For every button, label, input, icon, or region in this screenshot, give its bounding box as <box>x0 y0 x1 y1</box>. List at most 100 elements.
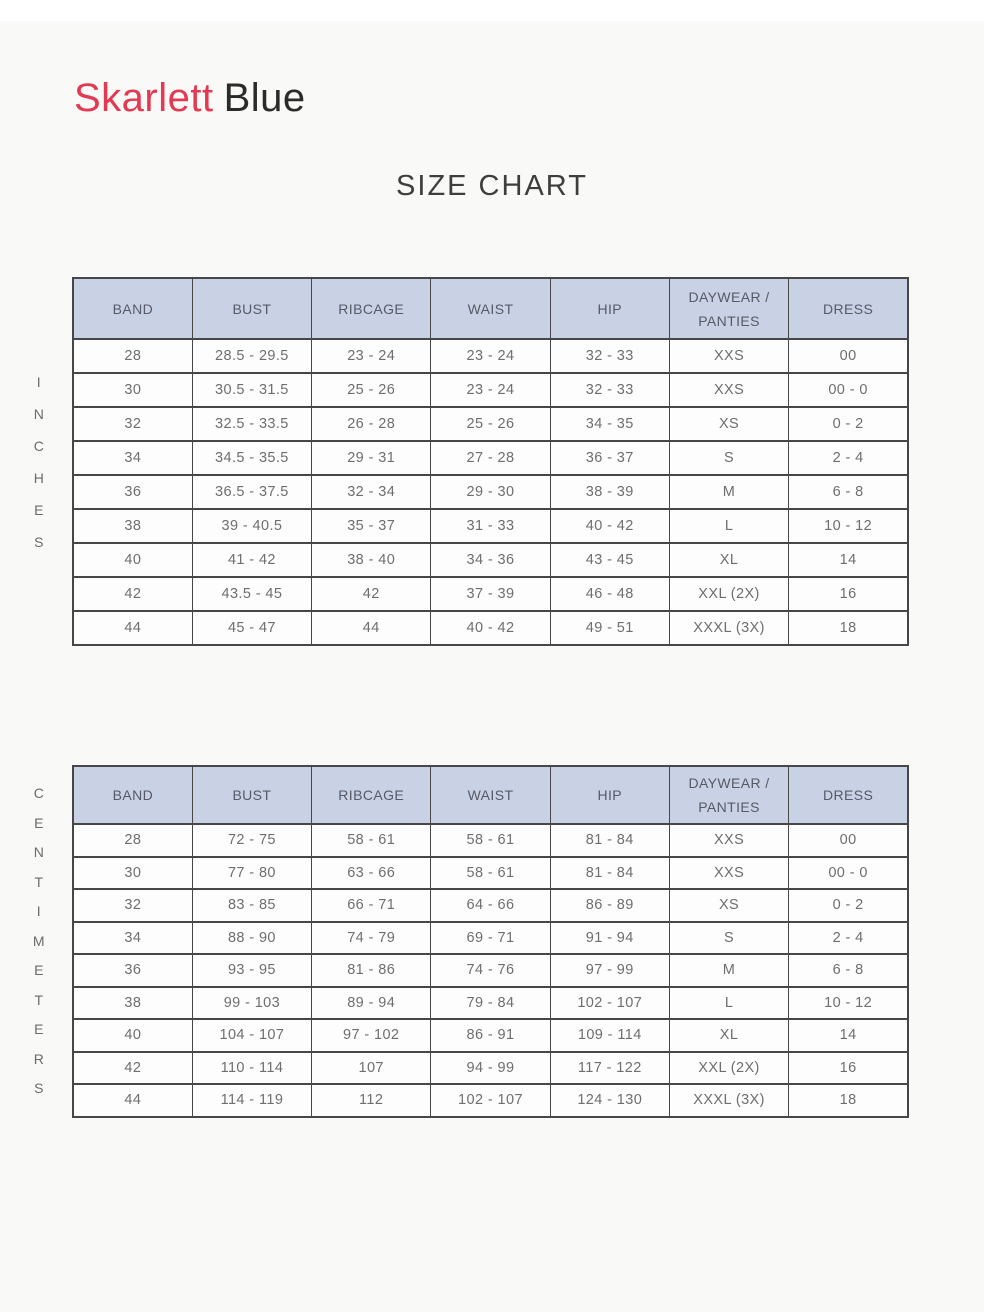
table-cell: 117 - 122 <box>549 1050 670 1085</box>
table-cell: XS <box>668 406 790 442</box>
column-header-ribcage: RIBCAGE <box>311 765 432 825</box>
table-cell: 38 - 40 <box>311 542 432 578</box>
table-cell: 81 - 86 <box>311 953 432 988</box>
column-header-waist: WAIST <box>430 277 551 340</box>
table-cell: 40 <box>72 1018 193 1053</box>
size-table-header: BAND BUST RIBCAGE WAIST HIP DAYWEAR / PANTIES… <box>72 765 909 825</box>
table-cell: 00 - 0 <box>788 372 909 408</box>
table-cell: 26 - 28 <box>311 406 432 442</box>
table-cell: XXS <box>668 823 790 858</box>
unit-letter: S <box>34 533 44 550</box>
table-cell: 64 - 66 <box>430 888 551 923</box>
table-row: 34 34.5 - 35.5 29 - 31 27 - 28 36 - 37 S 2 - 4 <box>72 440 909 476</box>
table-cell: 30 <box>72 855 193 890</box>
table-cell: 102 - 107 <box>430 1083 551 1118</box>
table-cell: 79 - 84 <box>430 985 551 1020</box>
table-cell: L <box>668 985 790 1020</box>
table-cell: 69 - 71 <box>430 920 551 955</box>
table-row: 38 99 - 103 89 - 94 79 - 84 102 - 107 L 10 - 1… <box>72 985 909 1020</box>
unit-letter: N <box>33 844 45 860</box>
table-cell: S <box>668 920 790 955</box>
table-row: 30 30.5 - 31.5 25 - 26 23 - 24 32 - 33 XXS 00 … <box>72 372 909 408</box>
unit-letter: T <box>34 991 44 1008</box>
table-cell: 107 <box>311 1050 432 1085</box>
table-cell: 97 - 102 <box>311 1018 432 1053</box>
table-cell: 18 <box>788 610 909 646</box>
table-cell: 124 - 130 <box>549 1083 670 1118</box>
table-cell: 89 - 94 <box>311 985 432 1020</box>
table-row: 42 43.5 - 45 42 37 - 39 46 - 48 XXL (2X) 16 <box>72 576 909 612</box>
table-cell: 44 <box>311 610 432 646</box>
table-cell: 58 - 61 <box>430 823 551 858</box>
column-header-hip: HIP <box>549 277 670 340</box>
table-cell: 32.5 - 33.5 <box>191 406 313 442</box>
table-cell: 0 - 2 <box>788 406 909 442</box>
table-cell: 63 - 66 <box>311 855 432 890</box>
table-cell: XS <box>668 888 790 923</box>
table-row: 32 83 - 85 66 - 71 64 - 66 86 - 89 XS 0 - 2 <box>72 888 909 923</box>
table-cell: 39 - 40.5 <box>191 508 313 544</box>
table-row: 28 28.5 - 29.5 23 - 24 23 - 24 32 - 33 XXS 00 <box>72 338 909 374</box>
table-cell: 38 <box>72 508 193 544</box>
column-header-daywear: DAYWEAR / PANTIES <box>668 277 790 340</box>
table-cell: 27 - 28 <box>430 440 551 476</box>
table-cell: 83 - 85 <box>191 888 313 923</box>
table-cell: XXL (2X) <box>668 1050 790 1085</box>
table-cell: 00 - 0 <box>788 855 909 890</box>
table-cell: 45 - 47 <box>191 610 313 646</box>
table-cell: 23 - 24 <box>430 372 551 408</box>
unit-letter: E <box>34 1021 44 1037</box>
table-cell: 2 - 4 <box>788 920 909 955</box>
table-cell: 29 - 30 <box>430 474 551 510</box>
table-row: 30 77 - 80 63 - 66 58 - 61 81 - 84 XXS 00 - 0 <box>72 855 909 890</box>
table-cell: 74 - 76 <box>430 953 551 988</box>
table-cell: 34.5 - 35.5 <box>191 440 313 476</box>
table-cell: 34 <box>72 920 193 955</box>
table-cell: 94 - 99 <box>430 1050 551 1085</box>
column-header-ribcage: RIBCAGE <box>311 277 432 340</box>
table-cell: XXXL (3X) <box>668 1083 790 1118</box>
size-table-inches: BAND BUST RIBCAGE WAIST HIP DAYWEAR / PANTIES… <box>72 277 909 646</box>
table-cell: 81 - 84 <box>549 823 670 858</box>
table-cell: 44 <box>72 1083 193 1118</box>
table-cell: 42 <box>311 576 432 612</box>
column-header-daywear: DAYWEAR / PANTIES <box>668 765 790 825</box>
table-row: 38 39 - 40.5 35 - 37 31 - 33 40 - 42 L 10 - 12 <box>72 508 909 544</box>
table-cell: 34 <box>72 440 193 476</box>
table-cell: 86 - 89 <box>549 888 670 923</box>
table-cell: 28 <box>72 823 193 858</box>
unit-letter: C <box>33 437 45 454</box>
table-cell: 30.5 - 31.5 <box>191 372 313 408</box>
table-row: 44 45 - 47 44 40 - 42 49 - 51 XXXL (3X) 18 <box>72 610 909 646</box>
table-row: 42 110 - 114 107 94 - 99 117 - 122 XXL (2X) 16 <box>72 1050 909 1085</box>
table-cell: 14 <box>788 542 909 578</box>
unit-letter: M <box>32 932 46 949</box>
column-header-band: BAND <box>72 765 193 825</box>
brand-logo: Skarlett Blue <box>74 76 306 121</box>
table-row: 36 93 - 95 81 - 86 74 - 76 97 - 99 M 6 - 8 <box>72 953 909 988</box>
table-cell: 41 - 42 <box>191 542 313 578</box>
table-cell: 10 - 12 <box>788 508 909 544</box>
table-cell: 25 - 26 <box>311 372 432 408</box>
table-cell: 42 <box>72 1050 193 1085</box>
brand-logo-skarlett: Skarlett <box>74 76 214 120</box>
column-header-bust: BUST <box>191 277 313 340</box>
table-cell: 88 - 90 <box>191 920 313 955</box>
table-cell: 114 - 119 <box>191 1083 313 1118</box>
column-header-waist: WAIST <box>430 765 551 825</box>
table-cell: 31 - 33 <box>430 508 551 544</box>
unit-letter: R <box>33 1050 45 1067</box>
table-cell: 104 - 107 <box>191 1018 313 1053</box>
unit-letter: E <box>34 962 44 978</box>
table-row: 44 114 - 119 112 102 - 107 124 - 130 XXXL (3X… <box>72 1083 909 1118</box>
table-cell: 77 - 80 <box>191 855 313 890</box>
table-cell: 34 - 36 <box>430 542 551 578</box>
table-cell: XXXL (3X) <box>668 610 790 646</box>
size-table-body: 28 72 - 75 58 - 61 58 - 61 81 - 84 XXS 00 30 77 … <box>72 823 909 1118</box>
table-cell: M <box>668 953 790 988</box>
table-row: 40 104 - 107 97 - 102 86 - 91 109 - 114 XL 14 <box>72 1018 909 1053</box>
table-cell: 40 - 42 <box>549 508 670 544</box>
table-cell: 36.5 - 37.5 <box>191 474 313 510</box>
